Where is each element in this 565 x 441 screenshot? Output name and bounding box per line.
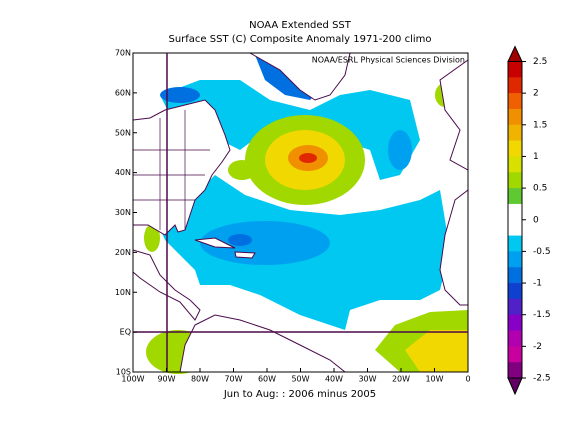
anomaly-field [144, 55, 468, 374]
colorbar-segment [508, 156, 522, 173]
lon-label: 90W [157, 375, 175, 384]
colorbar-tick-label: 1 [533, 152, 539, 162]
colorbar-segment [508, 298, 522, 315]
colorbar-segment [508, 251, 522, 268]
colorbar-segment [508, 314, 522, 331]
colorbar-segment [508, 172, 522, 189]
colorbar-segment [508, 346, 522, 363]
colorbar-segment [508, 219, 522, 236]
lat-label: 10N [115, 288, 131, 297]
lat-label: 70N [115, 49, 131, 58]
lat-label: 10S [116, 368, 131, 377]
colorbar-segment [508, 77, 522, 94]
lon-label: 30W [358, 375, 376, 384]
lon-label: 60W [258, 375, 276, 384]
colorbar-under [507, 377, 523, 396]
colorbar-tick-label: 1.5 [533, 120, 547, 130]
colorbar-tick-label: -1.5 [533, 310, 551, 320]
colorbar-tick-label: 2.5 [533, 57, 547, 67]
colorbar-segment [508, 61, 522, 78]
colorbar: 2.5 2 1.5 1 0.5 0 -0.5 -1 -1.5 -2 -2.5 [507, 45, 551, 396]
lat-label: 60N [115, 88, 131, 97]
colorbar-segment [508, 140, 522, 157]
lat-label: 40N [115, 168, 131, 177]
colorbar-segment [508, 362, 522, 379]
lat-label: 50N [115, 128, 131, 137]
colorbar-segment [508, 93, 522, 110]
lon-label: 50W [291, 375, 309, 384]
colorbar-tick-label: -2 [533, 342, 542, 352]
colorbar-tick-label: -2.5 [533, 374, 551, 384]
lon-label: 80W [191, 375, 209, 384]
colorbar-segment [508, 235, 522, 252]
subtitle: Surface SST (C) Composite Anomaly 1971-2… [168, 34, 431, 45]
colorbar-tick-label: 0.5 [533, 184, 547, 194]
colorbar-segment [508, 124, 522, 141]
caption: Jun to Aug: : 2006 minus 2005 [223, 389, 376, 400]
colorbar-over [507, 45, 523, 62]
lon-label: 70W [224, 375, 242, 384]
lat-label: 20N [115, 248, 131, 257]
lon-label: 0 [465, 375, 470, 384]
colorbar-segment [508, 283, 522, 300]
colorbar-segment [508, 108, 522, 126]
colorbar-segment [508, 203, 522, 221]
colorbar-tick-label: 2 [533, 89, 539, 99]
colorbar-segment [508, 188, 522, 205]
colorbar-tick-label: -1 [533, 279, 542, 289]
colorbar-tick-label: 0 [533, 215, 539, 225]
lon-label: 20W [392, 375, 410, 384]
colorbar-segment [508, 267, 522, 284]
credit: NOAA/ESRL Physical Sciences Division [312, 56, 465, 65]
lat-label: EQ [120, 328, 131, 337]
lon-label: 100W [121, 375, 144, 384]
colorbar-segment [508, 330, 522, 347]
lon-label: 40W [325, 375, 343, 384]
lat-label: 30N [115, 208, 131, 217]
title: NOAA Extended SST [249, 20, 352, 31]
lon-label: 10W [425, 375, 443, 384]
colorbar-tick-label: -0.5 [533, 247, 551, 257]
